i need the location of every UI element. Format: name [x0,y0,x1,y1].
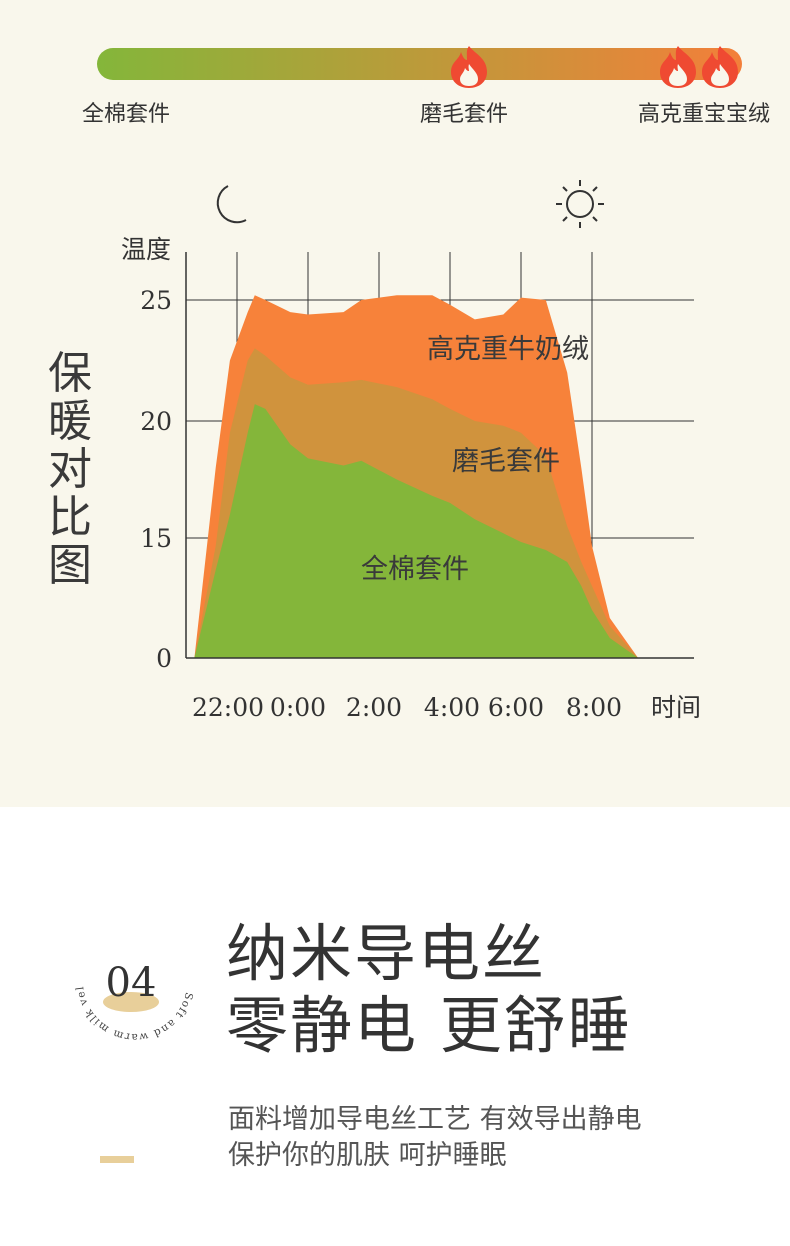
warmth-level-label: 磨毛套件 [419,102,509,127]
series-label: 高克重牛奶绒 [427,334,589,365]
x-tick-label: 4:00 [424,693,480,722]
y-tick-label: 15 [140,524,172,553]
x-tick-label: 22:00 [192,693,264,722]
section-body-line: 保护你的肌肤 呵护睡眠 [228,1140,507,1171]
section-heading-line: 零静电 更舒睡 [226,989,632,1062]
section-heading-line: 纳米导电丝 [226,917,547,990]
warmth-gradient-bar [97,48,742,80]
x-axis-label: 时间 [651,693,701,722]
feature-section: Soft and warm milk velvet lace bed skirt… [0,807,790,1246]
y-axis-label: 温度 [121,235,171,264]
x-tick-label: 6:00 [488,693,544,722]
area-series [194,404,639,658]
series-label: 磨毛套件 [452,446,560,477]
x-tick-label: 2:00 [346,693,402,722]
x-tick-label: 0:00 [270,693,326,722]
accent-bar [100,1156,134,1163]
x-tick-label: 8:00 [566,693,622,722]
sun-icon [556,180,604,228]
chart-title: 保暖对比图 [48,348,92,591]
y-tick-label: 25 [140,286,172,315]
warmth-level-label: 高克重宝宝绒 [637,102,771,127]
section-body-line: 面料增加导电丝工艺 有效导出静电 [228,1104,642,1135]
y-tick-label: 0 [156,644,172,673]
badge-highlight [103,992,159,1012]
section-number: 04 [105,960,157,1006]
section-badge: Soft and warm milk velvet lace bed skirt… [60,907,194,1043]
comparison-panel: 全棉套件 磨毛套件 高克重宝宝绒 保暖对比图 0 15 20 25 温度 22:00 0:0… [0,0,790,807]
moon-icon [216,185,247,224]
series-label: 全棉套件 [361,554,469,585]
warmth-scale [97,46,742,88]
warmth-area-chart: 0 15 20 25 温度 22:00 0:00 2:00 4:00 6:00 8:00 时间 高克重牛… [121,180,701,722]
y-tick-label: 20 [140,407,172,436]
warmth-level-label: 全棉套件 [81,102,171,127]
